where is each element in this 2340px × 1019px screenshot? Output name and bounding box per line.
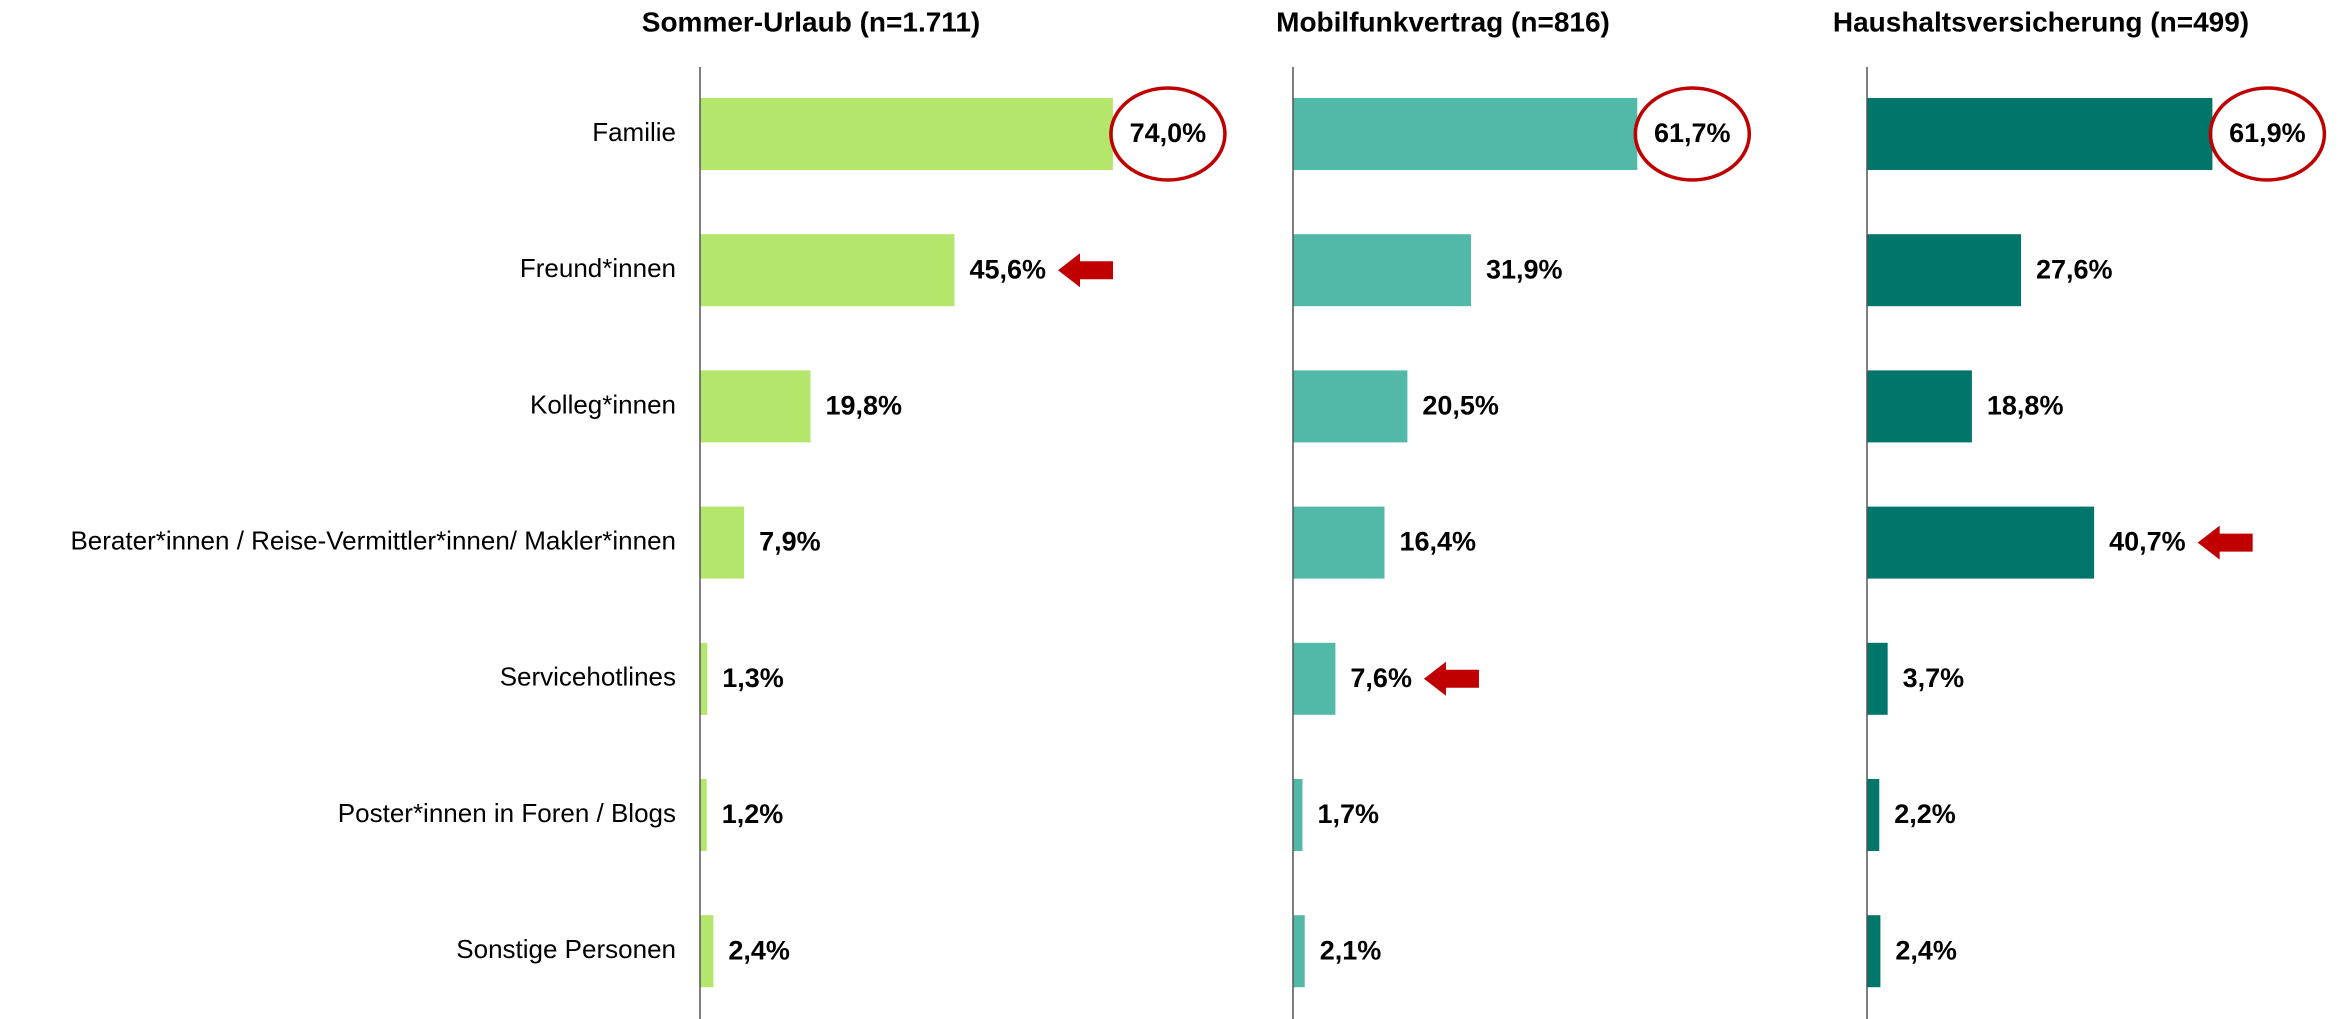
chart-title: Mobilfunkvertrag (n=816) <box>1276 6 1610 37</box>
bar <box>1293 234 1472 307</box>
value-label: 74,0% <box>1130 118 1207 148</box>
category-label: Servicehotlines <box>500 662 676 692</box>
bar <box>1867 234 2022 307</box>
value-label: 2,2% <box>1894 799 1956 829</box>
value-label: 27,6% <box>2036 254 2113 284</box>
bar <box>1867 915 1881 988</box>
value-label: 3,7% <box>1903 663 1965 693</box>
bar <box>1293 915 1305 988</box>
category-label: Poster*innen in Foren / Blogs <box>338 798 676 828</box>
value-label: 1,2% <box>722 799 784 829</box>
highlight-circle <box>2208 86 2327 182</box>
value-label: 2,4% <box>1895 935 1957 965</box>
value-label: 16,4% <box>1400 527 1477 557</box>
value-label: 7,6% <box>1350 663 1412 693</box>
value-label: 31,9% <box>1486 254 1563 284</box>
bar <box>1867 98 2213 170</box>
bar <box>700 915 714 988</box>
highlight-circle <box>1109 86 1227 182</box>
chart-title: Haushaltsversicherung (n=499) <box>1833 6 2249 37</box>
bar <box>700 506 745 579</box>
bar <box>1867 642 1888 715</box>
value-label: 61,7% <box>1654 118 1731 148</box>
bar <box>700 779 707 851</box>
value-label: 1,7% <box>1317 799 1379 829</box>
value-label: 19,8% <box>825 391 902 421</box>
bar <box>700 98 1113 170</box>
highlight-circle <box>1633 86 1752 182</box>
value-label: 61,9% <box>2229 118 2306 148</box>
value-label: 7,9% <box>759 527 821 557</box>
bar <box>1293 506 1385 579</box>
category-label: Familie <box>592 117 676 147</box>
chart-title: Sommer-Urlaub (n=1.711) <box>642 6 980 37</box>
bar <box>700 370 811 443</box>
highlight-arrow <box>2197 525 2253 560</box>
bar <box>1867 779 1880 851</box>
value-label: 40,7% <box>2109 527 2186 557</box>
highlight-arrow <box>1058 253 1114 288</box>
bar <box>1293 779 1303 851</box>
bar <box>1867 370 1972 443</box>
value-label: 18,8% <box>1987 391 2064 421</box>
value-label: 20,5% <box>1422 391 1499 421</box>
category-label: Kolleg*innen <box>530 389 676 419</box>
value-label: 45,6% <box>969 254 1046 284</box>
category-label: Freund*innen <box>520 253 676 283</box>
bar <box>1293 642 1336 715</box>
bar <box>700 642 708 715</box>
value-label: 2,4% <box>728 935 790 965</box>
bar <box>700 234 955 307</box>
category-label: Sonstige Personen <box>456 934 676 964</box>
bar <box>1293 98 1638 170</box>
value-label: 1,3% <box>722 663 784 693</box>
category-label: Berater*innen / Reise-Vermittler*innen/ … <box>70 525 676 555</box>
value-label: 2,1% <box>1320 935 1382 965</box>
bar <box>1293 370 1408 443</box>
bar <box>1867 506 2095 579</box>
highlight-arrow <box>1423 661 1479 696</box>
